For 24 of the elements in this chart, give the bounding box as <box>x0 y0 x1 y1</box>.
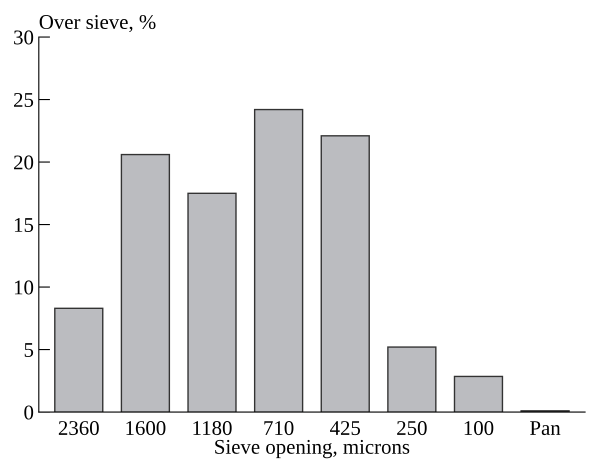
bar <box>120 154 170 412</box>
x-axis-title: Sieve opening, microns <box>215 440 410 458</box>
bar <box>54 308 104 412</box>
y-tick-label: 30 <box>14 30 34 44</box>
y-tick-label: 25 <box>14 92 34 107</box>
bar <box>387 346 437 412</box>
x-tick-label: 710 <box>264 421 294 436</box>
bar <box>254 108 304 412</box>
x-tick-label: 100 <box>464 421 494 436</box>
bar <box>187 192 237 412</box>
bar <box>320 135 370 412</box>
y-tick-label: 20 <box>14 155 34 170</box>
y-tick-label: 10 <box>14 280 34 294</box>
x-tick-label: 2360 <box>58 421 99 436</box>
y-tick-label: 15 <box>14 218 34 232</box>
x-tick-label: 1600 <box>126 421 166 436</box>
bar <box>454 376 504 412</box>
x-tick-label: Pan <box>530 421 560 436</box>
x-tick-label: 250 <box>397 421 427 436</box>
x-tick-label: 425 <box>330 421 360 436</box>
y-axis-title: Over sieve, % <box>40 15 156 32</box>
y-tick-label: 0 <box>24 405 34 420</box>
y-tick-label: 5 <box>24 343 34 357</box>
x-tick-label: 1180 <box>193 421 232 436</box>
